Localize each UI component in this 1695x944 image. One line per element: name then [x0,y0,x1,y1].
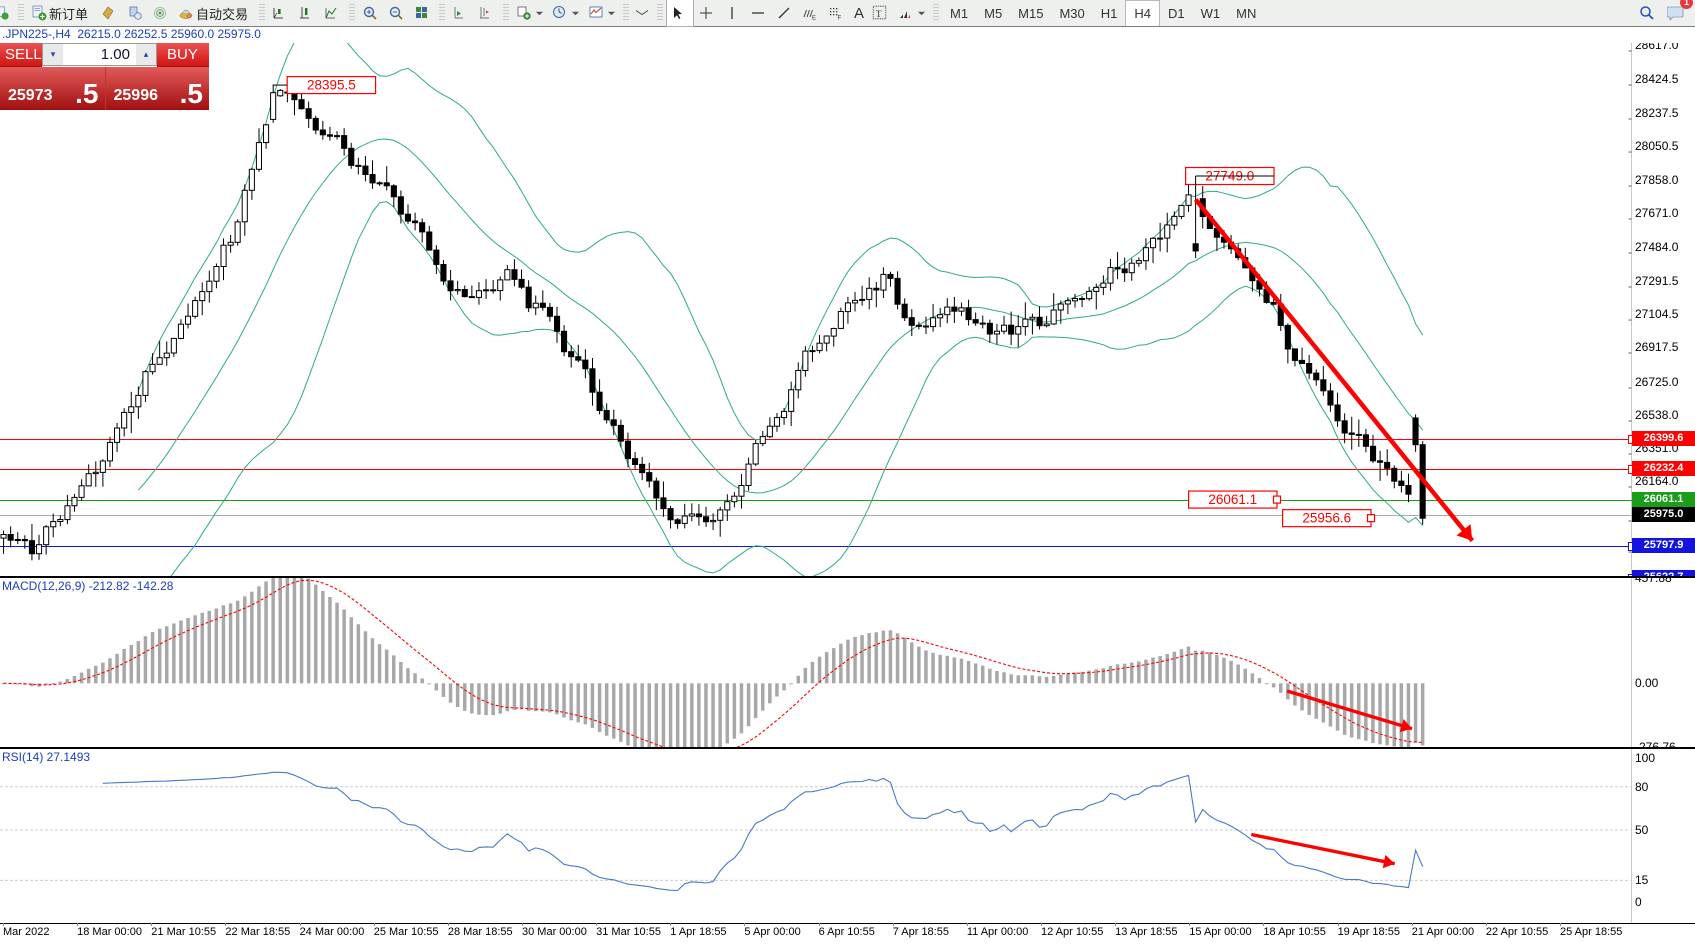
svg-text:T: T [876,10,882,20]
svg-text:E: E [812,16,816,22]
svg-text:F: F [838,16,842,22]
